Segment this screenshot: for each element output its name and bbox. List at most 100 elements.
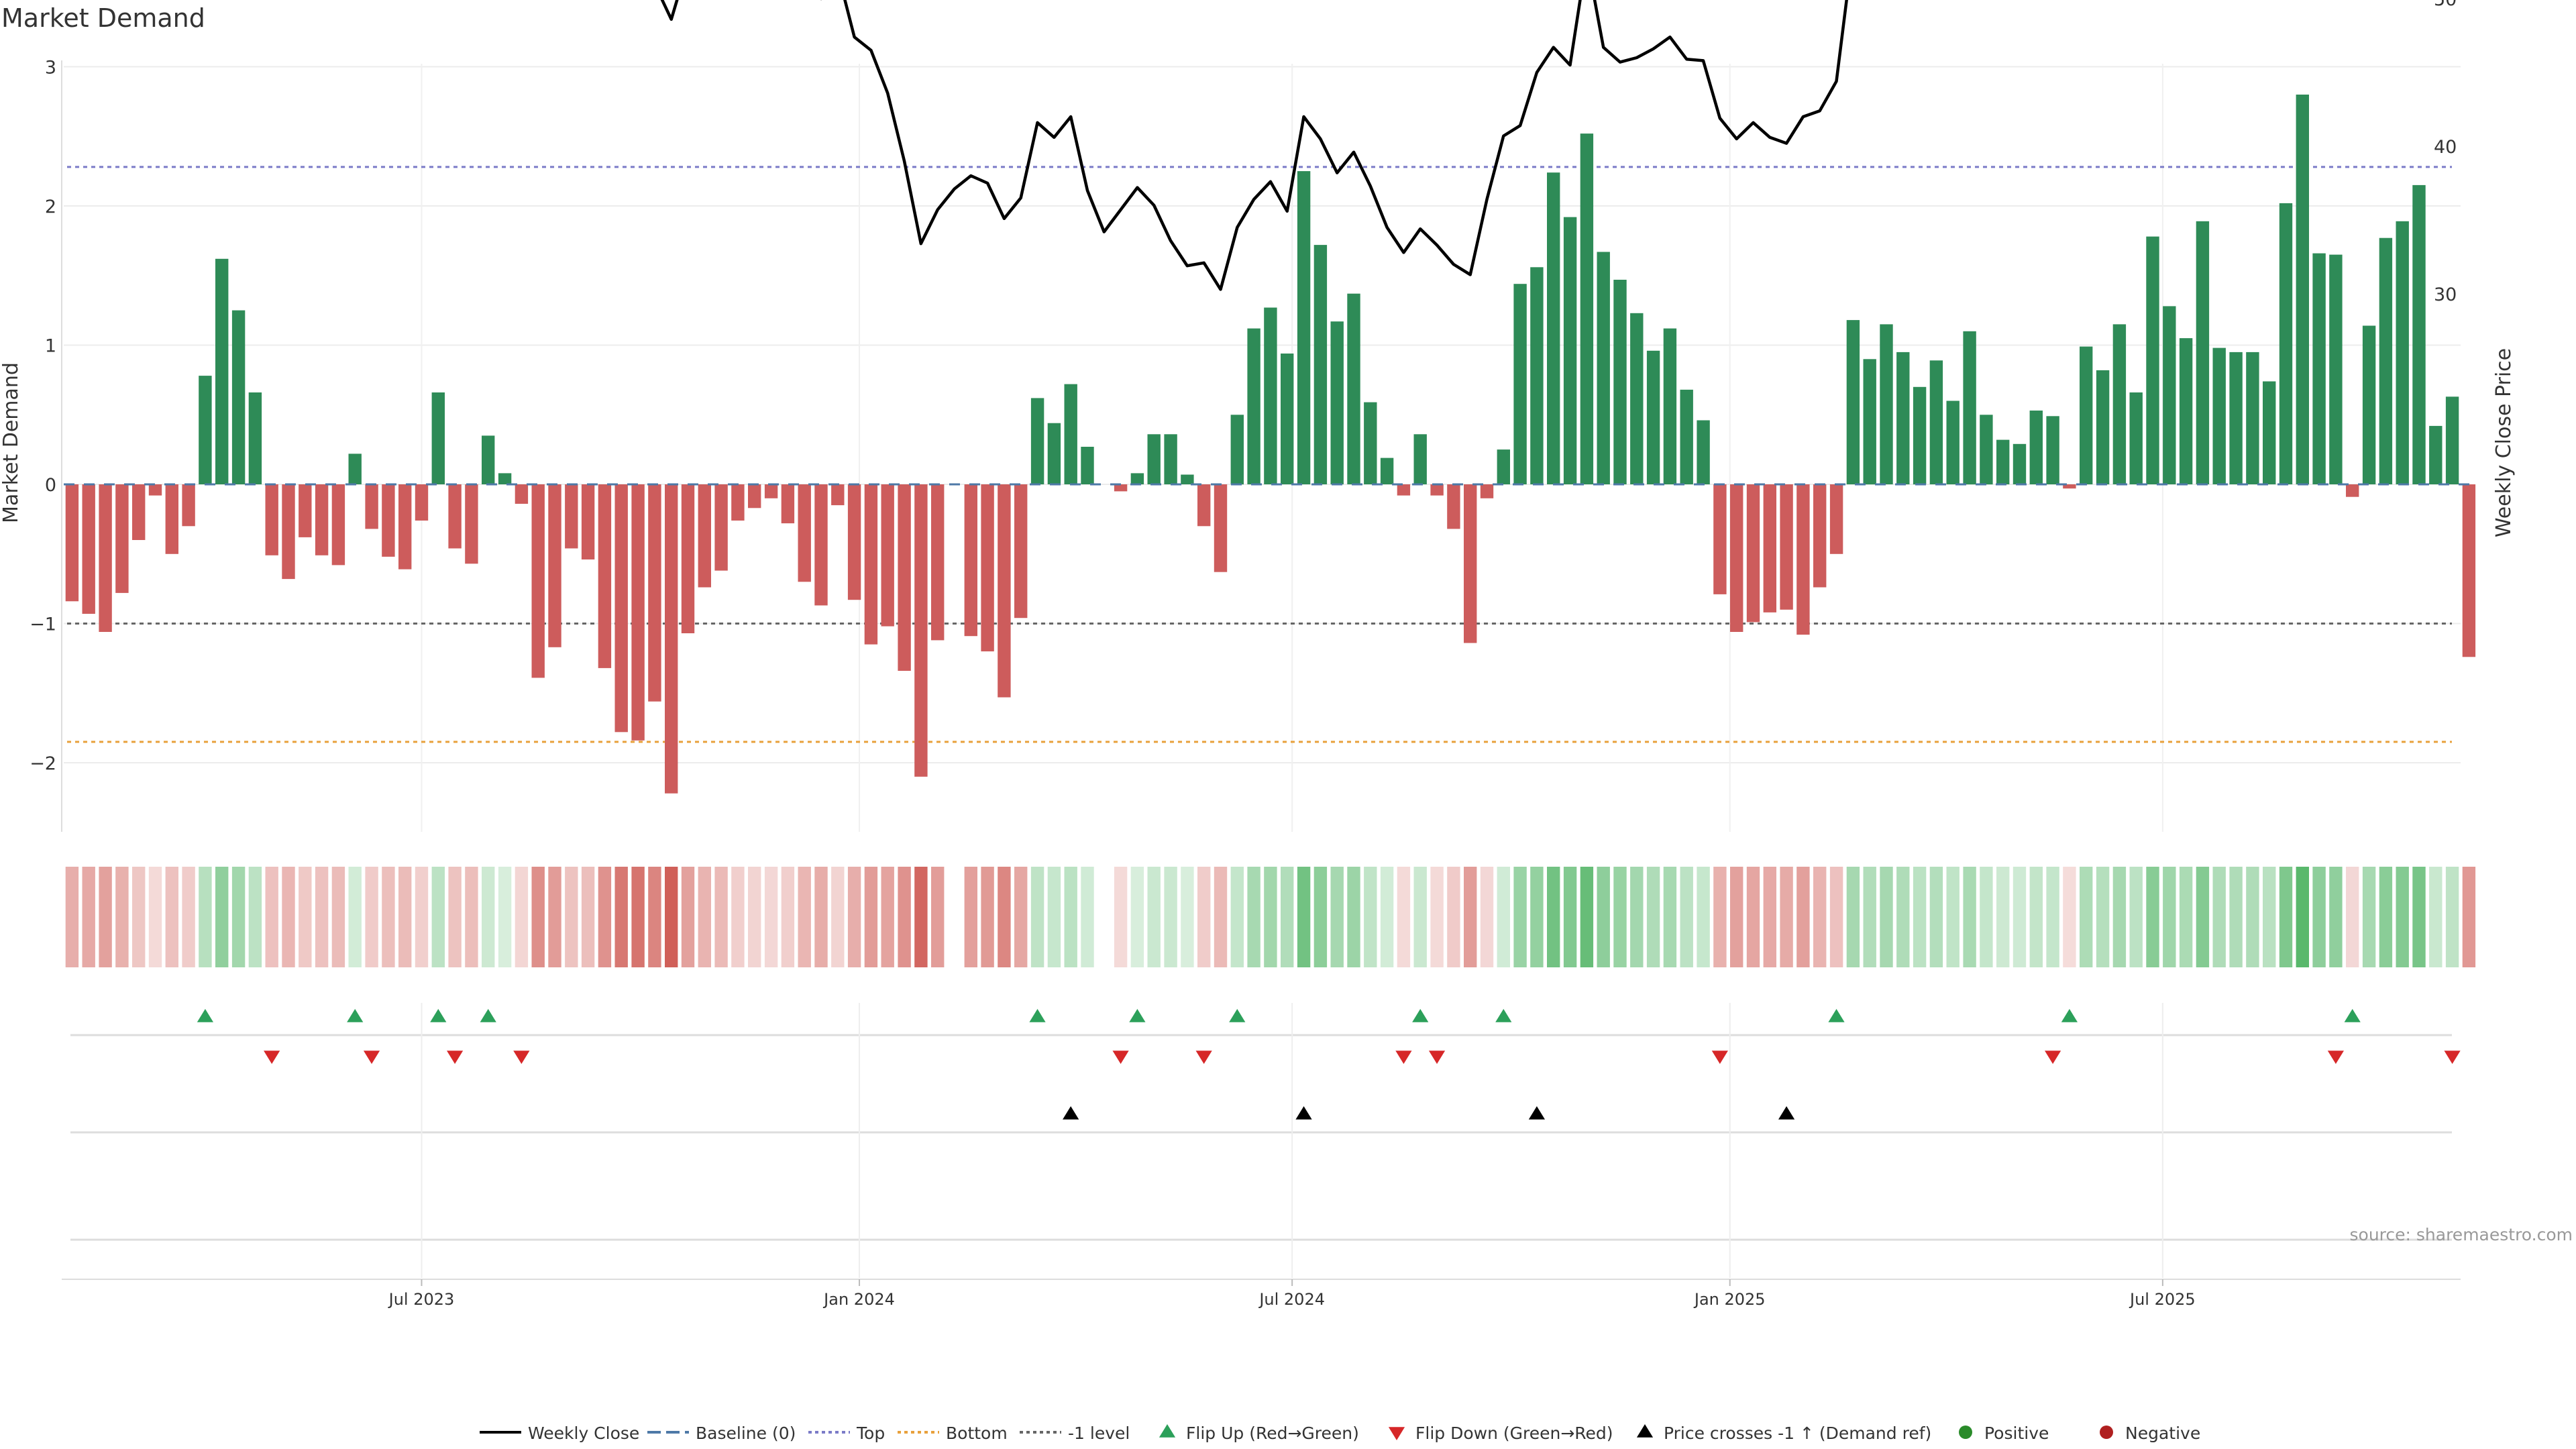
strip-cell	[2263, 867, 2276, 967]
price-cross-panel	[70, 1106, 2452, 1134]
demand-bar	[881, 484, 894, 627]
strip-cell	[1580, 867, 1594, 967]
strip-cell	[2029, 867, 2043, 967]
strip-cell	[1963, 867, 1976, 967]
demand-bar	[1513, 284, 1527, 484]
strip-cell	[2329, 867, 2343, 967]
strip-cell	[1846, 867, 1860, 967]
demand-bar	[2379, 237, 2393, 484]
demand-bar	[1247, 328, 1260, 484]
demand-bar	[348, 453, 362, 484]
strip-cell	[914, 867, 928, 967]
price-cross-marker	[1778, 1106, 1795, 1120]
demand-bar	[2096, 370, 2110, 484]
demand-bar	[99, 484, 112, 632]
flip-up-marker	[1828, 1009, 1845, 1022]
legend-entry: Baseline (0)	[647, 1424, 796, 1443]
strip-cell	[1896, 867, 1910, 967]
demand-bar	[614, 484, 628, 733]
strip-cell	[2429, 867, 2443, 967]
demand-bar	[1447, 484, 1460, 529]
strip-cell	[814, 867, 828, 967]
demand-bar	[1364, 402, 1377, 484]
flip-up-marker	[1029, 1009, 1046, 1022]
strip-cell	[1264, 867, 1277, 967]
flip-up-marker	[347, 1009, 364, 1022]
empty-signal-panel	[62, 1003, 2461, 1280]
strip-cell	[2396, 867, 2409, 967]
demand-bar	[531, 484, 545, 678]
legend-label: Price crosses -1 ↑ (Demand ref)	[1664, 1424, 1931, 1443]
demand-bar	[115, 484, 129, 593]
strip-cell	[1829, 867, 1843, 967]
demand-bar	[82, 484, 95, 614]
strip-cell	[331, 867, 345, 967]
demand-bar	[1114, 484, 1128, 492]
demand-bar	[1563, 217, 1577, 484]
legend-label: Negative	[2125, 1424, 2200, 1443]
left-y-tick-label: −2	[30, 753, 56, 774]
strip-cell	[2379, 867, 2393, 967]
demand-bar	[931, 484, 945, 641]
demand-bar	[1929, 360, 1943, 484]
demand-bar	[182, 484, 195, 527]
legend-entry: Weekly Close	[480, 1424, 639, 1443]
strip-cell	[1563, 867, 1577, 967]
strip-cell	[2279, 867, 2293, 967]
demand-bar	[548, 484, 561, 647]
demand-bar	[2146, 236, 2159, 484]
demand-bar	[382, 484, 395, 557]
strip-cell	[881, 867, 894, 967]
demand-bar	[1047, 423, 1061, 484]
strip-cell	[1497, 867, 1510, 967]
legend-label: Baseline (0)	[696, 1424, 796, 1443]
flip-down-marker	[1395, 1051, 1412, 1064]
strip-cell	[1597, 867, 1610, 967]
demand-bar	[1214, 484, 1228, 572]
strip-cell	[665, 867, 678, 967]
legend-label: Flip Down (Green→Red)	[1415, 1424, 1613, 1443]
strip-cell	[681, 867, 695, 967]
strip-cell	[1613, 867, 1627, 967]
strip-cell	[2063, 867, 2076, 967]
price-cross-marker	[1528, 1106, 1546, 1120]
demand-bar	[2279, 203, 2293, 484]
demand-bar	[831, 484, 845, 506]
demand-bar	[2163, 306, 2176, 484]
demand-bar	[798, 484, 811, 582]
strip-cell	[1364, 867, 1377, 967]
demand-bar	[148, 484, 162, 496]
demand-bar	[1796, 484, 1810, 635]
strip-cell	[431, 867, 445, 967]
demand-bar	[2129, 392, 2143, 484]
demand-bar	[1397, 484, 1411, 496]
demand-bar	[2429, 425, 2443, 484]
flip-down-marker	[446, 1051, 464, 1064]
demand-bar	[431, 392, 445, 484]
strip-cell	[981, 867, 994, 967]
demand-heat-strip	[65, 867, 2476, 967]
demand-bar	[1763, 484, 1776, 612]
demand-bar	[2063, 484, 2076, 489]
strip-cell	[764, 867, 778, 967]
strip-cell	[1164, 867, 1177, 967]
strip-cell	[1813, 867, 1827, 967]
legend-label: Weekly Close	[528, 1424, 639, 1443]
demand-bar	[1030, 398, 1044, 484]
strip-cell	[548, 867, 561, 967]
strip-cell	[365, 867, 378, 967]
demand-bar	[2263, 381, 2276, 484]
demand-bar	[2396, 221, 2409, 484]
demand-bar	[1147, 434, 1161, 484]
demand-bar	[2029, 411, 2043, 484]
demand-bars	[65, 95, 2476, 794]
strip-cell	[1430, 867, 1444, 967]
strip-cell	[2146, 867, 2159, 967]
right-y-axis: 7060504030	[2434, 0, 2457, 305]
flip-down-marker	[2044, 1051, 2061, 1064]
legend-label: Bottom	[946, 1424, 1008, 1443]
strip-cell	[465, 867, 478, 967]
strip-cell	[598, 867, 612, 967]
demand-bar	[1130, 473, 1144, 484]
demand-bar	[2229, 352, 2243, 484]
